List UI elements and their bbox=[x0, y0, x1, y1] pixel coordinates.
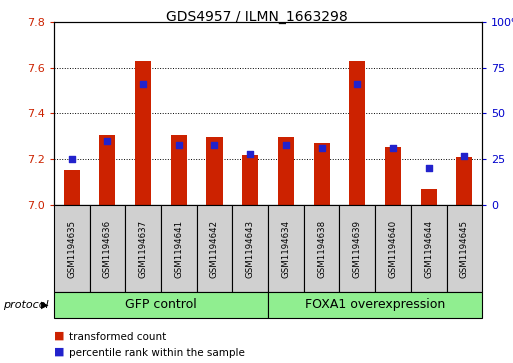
Point bbox=[318, 145, 326, 151]
Text: percentile rank within the sample: percentile rank within the sample bbox=[69, 348, 245, 358]
Point bbox=[139, 81, 147, 87]
Bar bbox=[268, 292, 482, 318]
Bar bbox=[340, 205, 375, 292]
Bar bbox=[421, 189, 437, 205]
Point bbox=[460, 153, 468, 159]
Point bbox=[68, 156, 76, 162]
Bar bbox=[313, 143, 330, 205]
Point bbox=[282, 142, 290, 147]
Bar bbox=[206, 138, 223, 205]
Point bbox=[246, 151, 254, 157]
Text: GSM1194638: GSM1194638 bbox=[317, 220, 326, 278]
Text: protocol: protocol bbox=[3, 300, 48, 310]
Text: GSM1194642: GSM1194642 bbox=[210, 220, 219, 278]
Text: GSM1194634: GSM1194634 bbox=[282, 220, 290, 278]
Text: GFP control: GFP control bbox=[125, 298, 197, 311]
Bar bbox=[411, 205, 446, 292]
Point bbox=[103, 138, 111, 144]
Text: ■: ■ bbox=[54, 331, 64, 341]
Bar bbox=[232, 205, 268, 292]
Text: GSM1194636: GSM1194636 bbox=[103, 220, 112, 278]
Point bbox=[175, 142, 183, 147]
Bar bbox=[385, 147, 401, 205]
Bar bbox=[242, 155, 258, 205]
Point bbox=[389, 145, 397, 151]
Text: ▶: ▶ bbox=[42, 300, 49, 310]
Bar bbox=[278, 138, 294, 205]
Bar bbox=[90, 205, 125, 292]
Bar bbox=[375, 205, 411, 292]
Bar bbox=[54, 205, 90, 292]
Text: GSM1194641: GSM1194641 bbox=[174, 220, 183, 278]
Text: GSM1194637: GSM1194637 bbox=[139, 220, 148, 278]
Text: GSM1194639: GSM1194639 bbox=[353, 220, 362, 278]
Point bbox=[353, 81, 361, 87]
Bar bbox=[304, 205, 340, 292]
Bar bbox=[135, 61, 151, 205]
Bar bbox=[171, 135, 187, 205]
Bar bbox=[349, 61, 365, 205]
Point bbox=[425, 166, 433, 171]
Text: GSM1194645: GSM1194645 bbox=[460, 220, 469, 278]
Text: GSM1194640: GSM1194640 bbox=[388, 220, 398, 278]
Bar bbox=[54, 292, 268, 318]
Text: transformed count: transformed count bbox=[69, 331, 167, 342]
Text: ■: ■ bbox=[54, 347, 64, 357]
Text: GSM1194643: GSM1194643 bbox=[246, 220, 254, 278]
Bar bbox=[268, 205, 304, 292]
Bar bbox=[446, 205, 482, 292]
Bar bbox=[196, 205, 232, 292]
Bar bbox=[64, 170, 80, 205]
Bar bbox=[100, 135, 115, 205]
Bar bbox=[457, 157, 472, 205]
Text: FOXA1 overexpression: FOXA1 overexpression bbox=[305, 298, 445, 311]
Text: GDS4957 / ILMN_1663298: GDS4957 / ILMN_1663298 bbox=[166, 10, 347, 24]
Text: GSM1194635: GSM1194635 bbox=[67, 220, 76, 278]
Bar bbox=[125, 205, 161, 292]
Bar bbox=[161, 205, 196, 292]
Point bbox=[210, 142, 219, 147]
Text: GSM1194644: GSM1194644 bbox=[424, 220, 433, 278]
